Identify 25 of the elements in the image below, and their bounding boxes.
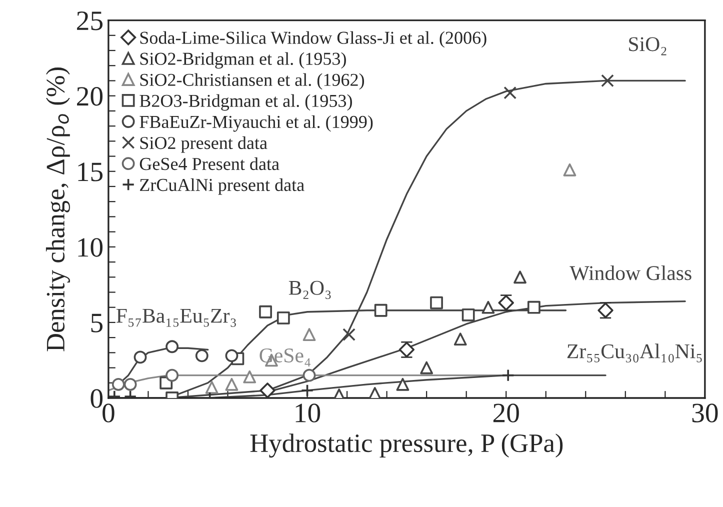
series-label: Window Glass [570,265,692,280]
y-tick-label: 5 [91,314,103,332]
y-tick-label: 0 [90,389,103,408]
legend-label: SiO2 present data [140,136,268,153]
y-tick-label: 20 [77,86,103,106]
series-label: F₅₇Ba₁₅Eu₅Zr₃ [116,308,236,327]
x-tick-label: 20 [493,404,519,422]
x-tick-label: 10 [296,404,320,422]
x-tick-label: 30 [692,404,718,422]
x-axis-title: Hydrostatic pressure, P (GPa) [250,434,563,458]
legend-label: GeSe4 Present data [140,157,280,170]
legend-label: FBaEuZr-Miyauchi et al. (1999) [140,115,373,132]
series-label: Zr₅₅Cu₃₀Al₁₀Ni₅ [567,344,702,362]
legend-label: Soda-Lime-Silica Window Glass-Ji et al. (2006) [140,31,486,48]
legend-label: B2O3-Bridgman et al. (1953) [140,94,352,111]
x-tick-label: 0 [102,404,114,422]
legend-label: SiO2-Christiansen et al. (1962) [140,73,364,90]
series-label: B₂O₃ [288,280,331,299]
y-tick-label: 10 [78,238,103,257]
y-tick-label: 15 [78,162,103,182]
y-axis-title: Density change, Δρ/ρ$_{o}$ (%) [46,68,70,352]
y-tick-label: 25 [77,12,103,30]
legend-label: ZrCuAlNi present data [140,178,304,195]
series-label: SiO₂ [629,37,666,56]
legend-label: SiO2-Bridgman et al. (1953) [140,52,346,69]
